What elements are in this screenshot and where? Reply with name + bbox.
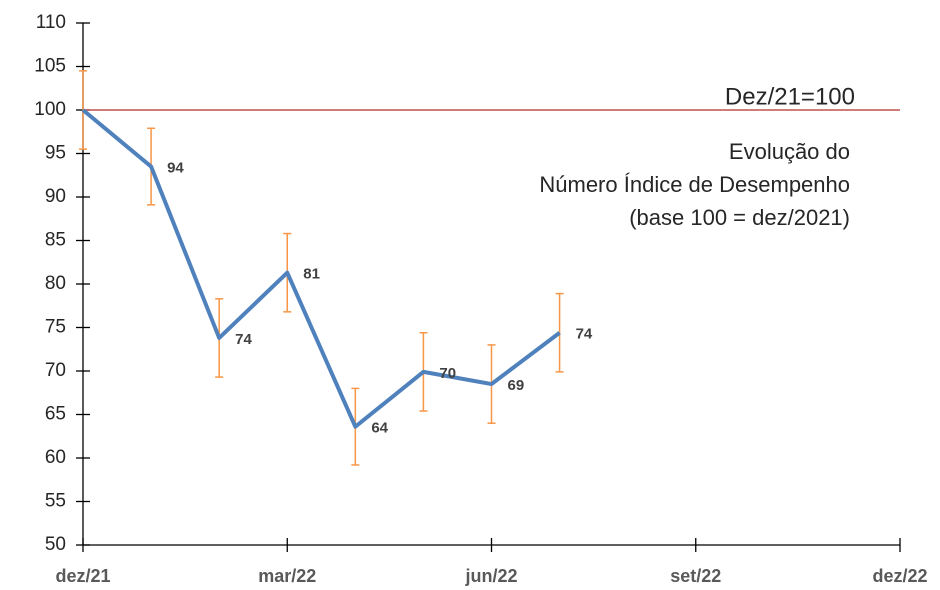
reference-label: Dez/21=100	[725, 83, 855, 110]
y-tick-label: 105	[34, 56, 66, 77]
y-tick-label: 55	[45, 491, 66, 512]
y-tick-label: 95	[45, 143, 66, 164]
annotation: Evolução do	[729, 139, 850, 164]
y-tick-label: 100	[34, 99, 66, 120]
y-tick-label: 75	[45, 317, 66, 338]
x-tick-label: dez/21	[55, 566, 110, 586]
y-tick-label: 85	[45, 230, 66, 251]
data-label: 69	[508, 377, 525, 394]
data-label: 94	[167, 160, 184, 177]
x-tick-label: dez/22	[872, 566, 927, 586]
annotation: (base 100 = dez/2021)	[629, 205, 850, 230]
data-label: 81	[303, 266, 320, 283]
data-label: 64	[371, 420, 388, 437]
x-tick-label: jun/22	[464, 566, 517, 586]
annotation: Número Índice de Desempenho	[539, 172, 850, 197]
y-tick-label: 50	[45, 534, 66, 555]
y-tick-label: 70	[45, 360, 66, 381]
y-tick-label: 90	[45, 186, 66, 207]
y-tick-label: 60	[45, 447, 66, 468]
x-tick-label: mar/22	[258, 566, 316, 586]
y-tick-label: 80	[45, 273, 66, 294]
x-tick-label: set/22	[670, 566, 721, 586]
data-label: 74	[235, 331, 252, 348]
data-label: 70	[439, 365, 456, 382]
data-line	[81, 108, 561, 429]
y-tick-label: 65	[45, 404, 66, 425]
data-label: 74	[576, 326, 593, 343]
y-tick-label: 110	[36, 12, 66, 33]
